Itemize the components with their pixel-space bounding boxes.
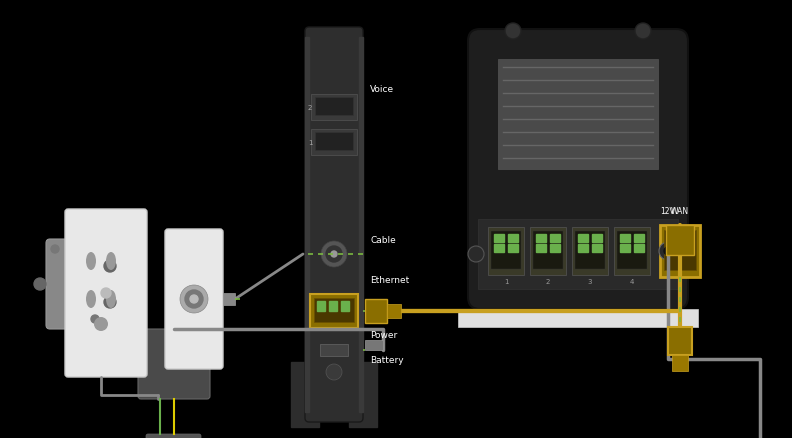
Bar xyxy=(533,231,563,269)
Circle shape xyxy=(326,364,342,380)
Bar xyxy=(530,227,566,276)
Circle shape xyxy=(34,279,46,290)
Bar xyxy=(666,226,694,255)
Text: 1: 1 xyxy=(308,140,313,146)
Bar xyxy=(349,362,377,427)
Circle shape xyxy=(659,243,677,261)
Bar xyxy=(508,244,518,252)
Bar xyxy=(310,294,358,328)
Bar xyxy=(305,38,309,412)
FancyBboxPatch shape xyxy=(305,28,363,422)
Bar xyxy=(498,60,658,170)
Circle shape xyxy=(468,247,484,262)
Circle shape xyxy=(104,261,116,272)
Bar xyxy=(311,95,357,121)
Bar xyxy=(536,244,546,252)
Bar xyxy=(291,362,319,427)
Circle shape xyxy=(104,297,116,308)
Bar xyxy=(315,98,353,116)
Bar xyxy=(572,227,608,276)
Bar xyxy=(317,301,325,311)
Bar xyxy=(592,234,602,243)
Circle shape xyxy=(331,251,337,258)
Text: 12V: 12V xyxy=(661,207,676,216)
Bar xyxy=(494,244,504,252)
FancyBboxPatch shape xyxy=(138,329,210,399)
FancyBboxPatch shape xyxy=(65,209,147,377)
Circle shape xyxy=(185,290,203,308)
Circle shape xyxy=(190,295,198,303)
Circle shape xyxy=(91,315,99,323)
Bar xyxy=(311,130,357,155)
Circle shape xyxy=(635,24,651,40)
Bar xyxy=(592,244,602,252)
Bar xyxy=(620,244,630,252)
Bar xyxy=(667,234,677,243)
Bar xyxy=(478,219,678,290)
Bar xyxy=(620,234,630,243)
Circle shape xyxy=(101,288,111,298)
Text: Ethernet: Ethernet xyxy=(370,276,409,284)
Bar xyxy=(683,234,693,243)
Text: 2: 2 xyxy=(546,279,550,284)
Bar xyxy=(458,309,698,327)
Text: Voice: Voice xyxy=(370,85,394,94)
Circle shape xyxy=(664,247,672,255)
Bar xyxy=(223,293,235,305)
Bar xyxy=(550,234,560,243)
Bar xyxy=(387,304,401,318)
Bar xyxy=(494,234,504,243)
FancyBboxPatch shape xyxy=(468,30,688,309)
Bar xyxy=(634,234,644,243)
Bar xyxy=(359,38,363,412)
Bar xyxy=(634,244,644,252)
Bar xyxy=(315,133,353,151)
Bar xyxy=(329,301,337,311)
Bar xyxy=(664,230,696,270)
Text: Battery: Battery xyxy=(370,355,404,364)
Bar xyxy=(614,227,650,276)
Bar xyxy=(320,344,348,356)
Bar xyxy=(365,340,383,350)
FancyBboxPatch shape xyxy=(46,240,104,329)
Text: Cable: Cable xyxy=(370,236,396,244)
Bar xyxy=(617,231,647,269)
Circle shape xyxy=(180,285,208,313)
Bar xyxy=(536,234,546,243)
Circle shape xyxy=(51,245,59,254)
Bar xyxy=(578,244,588,252)
Ellipse shape xyxy=(94,317,108,331)
FancyBboxPatch shape xyxy=(146,434,201,438)
Bar xyxy=(668,327,692,355)
Bar xyxy=(488,227,524,276)
Circle shape xyxy=(505,24,521,40)
Circle shape xyxy=(326,247,342,262)
Text: 4: 4 xyxy=(630,279,634,284)
Bar xyxy=(578,234,588,243)
Bar xyxy=(314,298,354,322)
Bar xyxy=(341,301,349,311)
Text: 3: 3 xyxy=(588,279,592,284)
Bar xyxy=(575,231,605,269)
Text: 2: 2 xyxy=(308,105,312,111)
Ellipse shape xyxy=(106,290,116,308)
Bar xyxy=(660,226,700,277)
Bar xyxy=(508,234,518,243)
Bar xyxy=(550,244,560,252)
Text: Power: Power xyxy=(370,330,398,339)
Circle shape xyxy=(321,241,347,267)
Bar xyxy=(683,244,693,252)
Ellipse shape xyxy=(86,252,96,270)
Text: 1: 1 xyxy=(504,279,508,284)
Bar xyxy=(672,355,688,371)
Bar xyxy=(667,244,677,252)
FancyBboxPatch shape xyxy=(165,230,223,369)
Ellipse shape xyxy=(106,252,116,270)
Text: WAN: WAN xyxy=(671,207,689,216)
Bar xyxy=(365,299,387,323)
Bar xyxy=(491,231,521,269)
Ellipse shape xyxy=(86,290,96,308)
